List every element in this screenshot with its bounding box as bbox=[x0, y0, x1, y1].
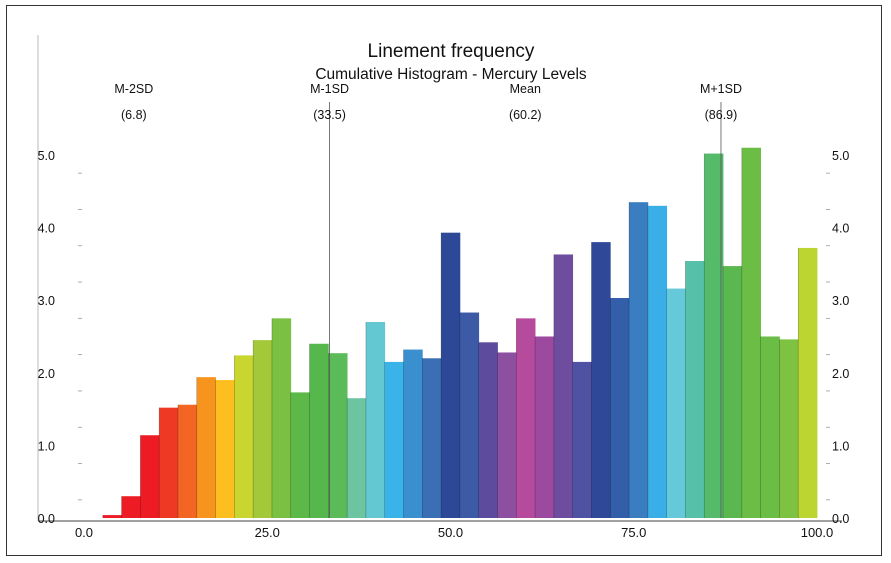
histogram-bar bbox=[647, 205, 668, 518]
y-tick-label-left: 4.0 bbox=[38, 222, 55, 236]
reference-line-label: M-1SD bbox=[310, 82, 349, 96]
x-tick-label: 0.0 bbox=[75, 525, 93, 540]
y-tick-label-right: 5.0 bbox=[832, 149, 849, 163]
chart-subtitle: Cumulative Histogram - Mercury Levels bbox=[315, 66, 587, 83]
histogram-bar bbox=[215, 380, 235, 518]
y-tick-label-right: 0.0 bbox=[832, 512, 849, 526]
y-tick-label-left: 2.0 bbox=[38, 367, 55, 381]
histogram-bar bbox=[365, 321, 386, 518]
histogram-bar bbox=[441, 232, 461, 518]
histogram-bar bbox=[741, 147, 762, 519]
reference-line-value: (60.2) bbox=[509, 108, 542, 122]
histogram-bar bbox=[591, 242, 611, 518]
histogram-bar bbox=[309, 343, 329, 518]
reference-line-value: (86.9) bbox=[705, 108, 738, 122]
histogram-bar bbox=[403, 349, 423, 518]
histogram-bar bbox=[779, 339, 799, 518]
y-tick-label-right: 2.0 bbox=[832, 367, 849, 381]
tick-labels: 0.0 25.0 50.0 75.0 100.00.0 0.01.0 1.02.0 2.03.… bbox=[38, 149, 850, 540]
histogram-bar bbox=[422, 358, 442, 518]
x-tick-label: 100.0 bbox=[801, 525, 834, 540]
y-tick-label-right: 1.0 bbox=[832, 439, 849, 453]
histogram-bar bbox=[159, 407, 179, 518]
histogram-bar bbox=[140, 435, 160, 518]
y-tick-label-left: 3.0 bbox=[38, 294, 55, 308]
histogram-bar bbox=[798, 247, 818, 518]
y-tick-label-right: 3.0 bbox=[832, 294, 849, 308]
y-tick-label-right: 4.0 bbox=[832, 222, 849, 236]
histogram-bar bbox=[497, 352, 517, 518]
histogram-bar bbox=[629, 202, 649, 518]
histogram-bar bbox=[610, 298, 630, 518]
histogram-bar bbox=[290, 392, 310, 518]
histogram-bar bbox=[328, 353, 348, 518]
histogram-bar bbox=[271, 318, 292, 518]
reference-line-label: Mean bbox=[510, 82, 541, 96]
histogram-bar bbox=[347, 398, 367, 518]
y-tick-label-left: 0.0 bbox=[38, 512, 55, 526]
histogram-bar bbox=[478, 342, 498, 518]
histogram-bar bbox=[102, 515, 122, 518]
histogram-bar bbox=[384, 361, 404, 518]
histogram-bar bbox=[516, 318, 536, 518]
chart-title: Linement frequency bbox=[368, 41, 535, 62]
histogram-bar bbox=[177, 404, 198, 518]
histogram-bar bbox=[459, 312, 480, 518]
histogram-bar bbox=[253, 340, 273, 518]
histogram-bar bbox=[121, 496, 141, 518]
histogram-bar bbox=[553, 254, 574, 518]
axes bbox=[37, 35, 842, 522]
histogram-bar bbox=[704, 153, 724, 519]
histogram-bar bbox=[723, 266, 743, 518]
histogram-bar bbox=[535, 336, 555, 518]
y-tick-label-left: 5.0 bbox=[38, 149, 55, 163]
x-tick-label: 50.0 bbox=[438, 525, 463, 540]
histogram-bar bbox=[572, 361, 592, 518]
reference-line-label: M-2SD bbox=[114, 82, 153, 96]
x-tick-label: 75.0 bbox=[621, 525, 646, 540]
x-tick-label: 25.0 bbox=[255, 525, 280, 540]
histogram-bar bbox=[196, 377, 216, 518]
reference-lines: M-2SD (6.8) M-1SD (33.5) Mean (60.2) M+1SD (86.… bbox=[114, 82, 742, 518]
histogram-bar bbox=[685, 261, 705, 518]
histogram-bar bbox=[234, 355, 254, 518]
y-tick-label-left: 1.0 bbox=[38, 439, 55, 453]
histogram-bar bbox=[666, 288, 686, 518]
reference-line-label: M+1SD bbox=[700, 82, 742, 96]
histogram-bar bbox=[760, 336, 780, 518]
reference-line-value: (33.5) bbox=[313, 108, 346, 122]
reference-line-value: (6.8) bbox=[121, 108, 147, 122]
bars bbox=[102, 147, 818, 519]
